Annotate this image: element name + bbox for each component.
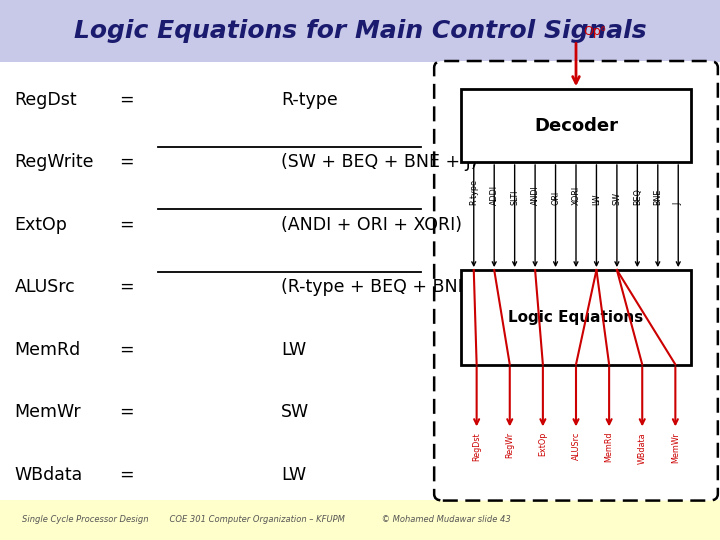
Text: Op⁶: Op⁶	[583, 25, 606, 38]
Text: MemRd: MemRd	[605, 432, 613, 462]
Text: (ANDI + ORI + XORI): (ANDI + ORI + XORI)	[281, 215, 462, 234]
Text: =: =	[119, 465, 133, 483]
Text: J: J	[674, 203, 683, 205]
FancyBboxPatch shape	[434, 61, 718, 501]
Text: RegWrite: RegWrite	[14, 153, 94, 171]
Text: ExtOp: ExtOp	[539, 432, 547, 456]
Text: Decoder: Decoder	[534, 117, 618, 134]
Text: ExtOp: ExtOp	[14, 215, 67, 234]
Bar	[461, 89, 691, 162]
Text: XORI: XORI	[572, 186, 580, 205]
Text: RegDst: RegDst	[14, 91, 77, 109]
Text: =: =	[119, 153, 133, 171]
Text: ALUSrc: ALUSrc	[14, 278, 75, 296]
Bar	[461, 270, 691, 364]
Text: MemWr: MemWr	[14, 403, 81, 421]
Text: ADDI: ADDI	[490, 185, 499, 205]
Text: SLTI: SLTI	[510, 190, 519, 205]
Text: BEQ: BEQ	[633, 188, 642, 205]
Text: LW: LW	[281, 465, 306, 483]
Text: =: =	[119, 341, 133, 359]
Text: =: =	[119, 403, 133, 421]
Text: (SW + BEQ + BNE + J): (SW + BEQ + BNE + J)	[281, 153, 477, 171]
Text: MemRd: MemRd	[14, 341, 81, 359]
Text: MemWr: MemWr	[671, 432, 680, 463]
Text: RegWr: RegWr	[505, 432, 514, 458]
Bar	[0, 500, 720, 540]
Bar	[0, 0, 720, 62]
Text: ORI: ORI	[551, 191, 560, 205]
Text: LW: LW	[592, 194, 601, 205]
Text: WBdata: WBdata	[14, 465, 83, 483]
Text: Logic Equations for Main Control Signals: Logic Equations for Main Control Signals	[73, 19, 647, 43]
Text: R-type: R-type	[469, 179, 478, 205]
Text: (R-type + BEQ + BNE): (R-type + BEQ + BNE)	[281, 278, 475, 296]
Text: SW: SW	[281, 403, 309, 421]
Text: BNE: BNE	[653, 189, 662, 205]
Text: R-type: R-type	[281, 91, 338, 109]
Text: WBdata: WBdata	[638, 432, 647, 464]
Text: ANDI: ANDI	[531, 185, 539, 205]
Text: LW: LW	[281, 341, 306, 359]
Text: Logic Equations: Logic Equations	[508, 310, 644, 325]
Text: ALUSrc: ALUSrc	[572, 432, 580, 461]
Text: SW: SW	[613, 192, 621, 205]
Text: =: =	[119, 278, 133, 296]
Text: RegDst: RegDst	[472, 432, 481, 461]
Text: =: =	[119, 215, 133, 234]
Text: =: =	[119, 91, 133, 109]
Text: Single Cycle Processor Design        COE 301 Computer Organization – KFUPM      : Single Cycle Processor Design COE 301 Co…	[22, 515, 510, 524]
